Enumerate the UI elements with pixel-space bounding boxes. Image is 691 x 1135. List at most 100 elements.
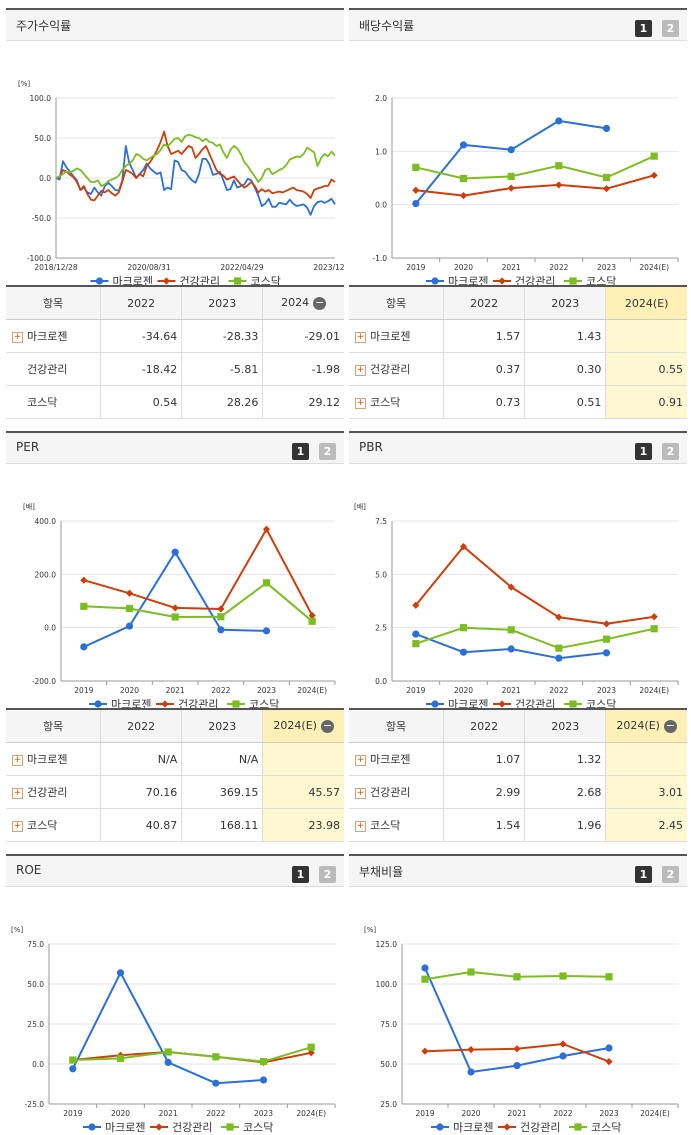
row-label[interactable]: 건강관리 (6, 352, 102, 386)
data-point (467, 968, 475, 976)
row-label[interactable]: + 마크로젠 (6, 742, 102, 776)
y-tick-label: -1.0 (372, 254, 387, 263)
data-point (569, 277, 577, 285)
column-header-label: 2023 (551, 296, 580, 310)
table-header-row: 항목 2022 2023 2024(E) − (6, 710, 344, 743)
series-line-3 (415, 626, 655, 650)
expand-icon[interactable]: + (355, 397, 366, 409)
data-point (212, 1079, 220, 1087)
view-1-button[interactable]: 1 (634, 20, 652, 37)
panel-title: PER (16, 440, 40, 454)
view-1-button[interactable]: 1 (634, 443, 652, 460)
row-label-text: 건강관리 (27, 786, 68, 799)
stock-return-panel: 주가수익률 [%] 100.0 50.0 0.0 -50.0 -100.0 2018/12/… (6, 8, 344, 289)
row-label[interactable]: 코스닥 (6, 385, 102, 419)
row-label-text: 마크로젠 (370, 330, 411, 343)
y-tick-label: 5.0 (375, 570, 387, 579)
data-point (650, 171, 658, 179)
view-2-button[interactable]: 2 (662, 866, 679, 883)
dividend-yield-table: 항목 2022 2023 2024(E) + 마크로젠 1.57 1.43 + 건강관리 0.37 0… (349, 287, 687, 419)
legend-label: 마크로젠 (111, 698, 151, 711)
column-header: 항목 (349, 710, 445, 743)
data-point (459, 174, 468, 183)
dividend-yield-chart: 2.0 1.0 0.0 -1.0 2019 2020 2021 2022 2023 2024(E)… (372, 94, 679, 288)
data-point (650, 152, 658, 160)
row-label[interactable]: + 건강관리 (349, 775, 445, 809)
data-point (217, 605, 225, 613)
row-label[interactable]: + 마크로젠 (349, 742, 445, 776)
row-label[interactable]: + 마크로젠 (6, 319, 102, 353)
table-header-row: 항목 2022 2023 2024(E) − (349, 710, 687, 743)
expand-icon[interactable]: + (355, 754, 366, 766)
stock-return-table: 항목 2022 2023 2024− + 마크로젠 -34.64 -28.33 -29.01 건강… (6, 287, 344, 419)
column-header: 2022 (100, 287, 183, 320)
x-tick-label: 2019 (406, 686, 425, 695)
data-point (507, 626, 515, 634)
view-2-button[interactable]: 2 (662, 443, 679, 460)
y-tick-label: -50.0 (32, 214, 52, 223)
column-header-label: 2023 (551, 719, 580, 733)
data-point (555, 654, 563, 662)
data-point (412, 186, 420, 194)
collapse-icon[interactable]: − (313, 295, 327, 310)
table-header-row: 항목 2022 2023 2024− (6, 287, 344, 320)
collapse-icon[interactable]: − (663, 718, 677, 733)
column-header-label: 항목 (385, 720, 407, 733)
debt-ratio-chart: [%]125.0 100.0 75.0 50.0 25.0 2019 2020 2021 202… (364, 926, 679, 1134)
row-label-text: 코스닥 (370, 819, 401, 832)
unit-label: [%] (18, 80, 30, 88)
data-point (507, 645, 515, 653)
expand-icon[interactable]: + (355, 331, 366, 343)
row-label[interactable]: + 코스닥 (6, 808, 102, 842)
x-tick-label: 2020 (120, 686, 139, 695)
view-2-button[interactable]: 2 (319, 866, 336, 883)
expand-icon[interactable]: + (12, 754, 23, 766)
row-label[interactable]: + 건강관리 (349, 352, 445, 386)
y-tick-label: 400.0 (35, 517, 57, 526)
expand-icon[interactable]: + (12, 331, 23, 343)
view-1-button[interactable]: 1 (634, 866, 652, 883)
x-tick-label: 2023 (254, 1109, 273, 1118)
data-point (88, 1123, 96, 1131)
table-cell (262, 742, 344, 776)
data-point (555, 117, 563, 125)
table-cell: 0.55 (605, 352, 687, 386)
data-point (80, 602, 88, 610)
data-point (116, 1054, 125, 1062)
x-tick-label: 2021 (502, 263, 521, 272)
x-tick-label: 2019 (406, 263, 425, 272)
series-line-3 (55, 133, 336, 187)
collapse-icon[interactable]: − (320, 718, 334, 733)
row-label[interactable]: + 마크로젠 (349, 319, 445, 353)
expand-icon[interactable]: + (355, 364, 366, 376)
x-tick-label: 2018/12/28 (34, 263, 77, 272)
x-tick-label: 2020 (111, 1109, 130, 1118)
panel-header: PER 1 2 (6, 433, 344, 464)
view-1-button[interactable]: 1 (291, 443, 309, 460)
expand-icon[interactable]: + (12, 787, 23, 799)
expand-icon[interactable]: + (12, 820, 23, 832)
y-tick-label: 7.5 (375, 517, 387, 526)
table-cell: 0.54 (100, 385, 183, 419)
table-cell: 0.51 (524, 385, 607, 419)
view-2-button[interactable]: 2 (319, 443, 336, 460)
row-label[interactable]: + 코스닥 (349, 808, 445, 842)
x-tick-label: 2023 (599, 1109, 618, 1118)
data-point (459, 648, 468, 656)
data-point (459, 192, 468, 200)
expand-icon[interactable]: + (355, 820, 366, 832)
column-header: 2022 (443, 287, 526, 320)
data-point (650, 625, 658, 633)
x-tick-label: 2023 (597, 686, 616, 695)
per-table-panel: 항목 2022 2023 2024(E) − + 마크로젠 N/A N/A + 건강관리 70.16 3… (6, 708, 344, 842)
x-tick-label: 2021 (502, 686, 521, 695)
row-label[interactable]: + 건강관리 (6, 775, 102, 809)
column-header-label: 2022 (127, 719, 156, 733)
data-point (217, 626, 225, 634)
column-header-label: 2022 (127, 296, 156, 310)
data-point (513, 1062, 521, 1070)
expand-icon[interactable]: + (355, 787, 366, 799)
row-label[interactable]: + 코스닥 (349, 385, 445, 419)
view-2-button[interactable]: 2 (662, 20, 679, 37)
view-1-button[interactable]: 1 (291, 866, 309, 883)
